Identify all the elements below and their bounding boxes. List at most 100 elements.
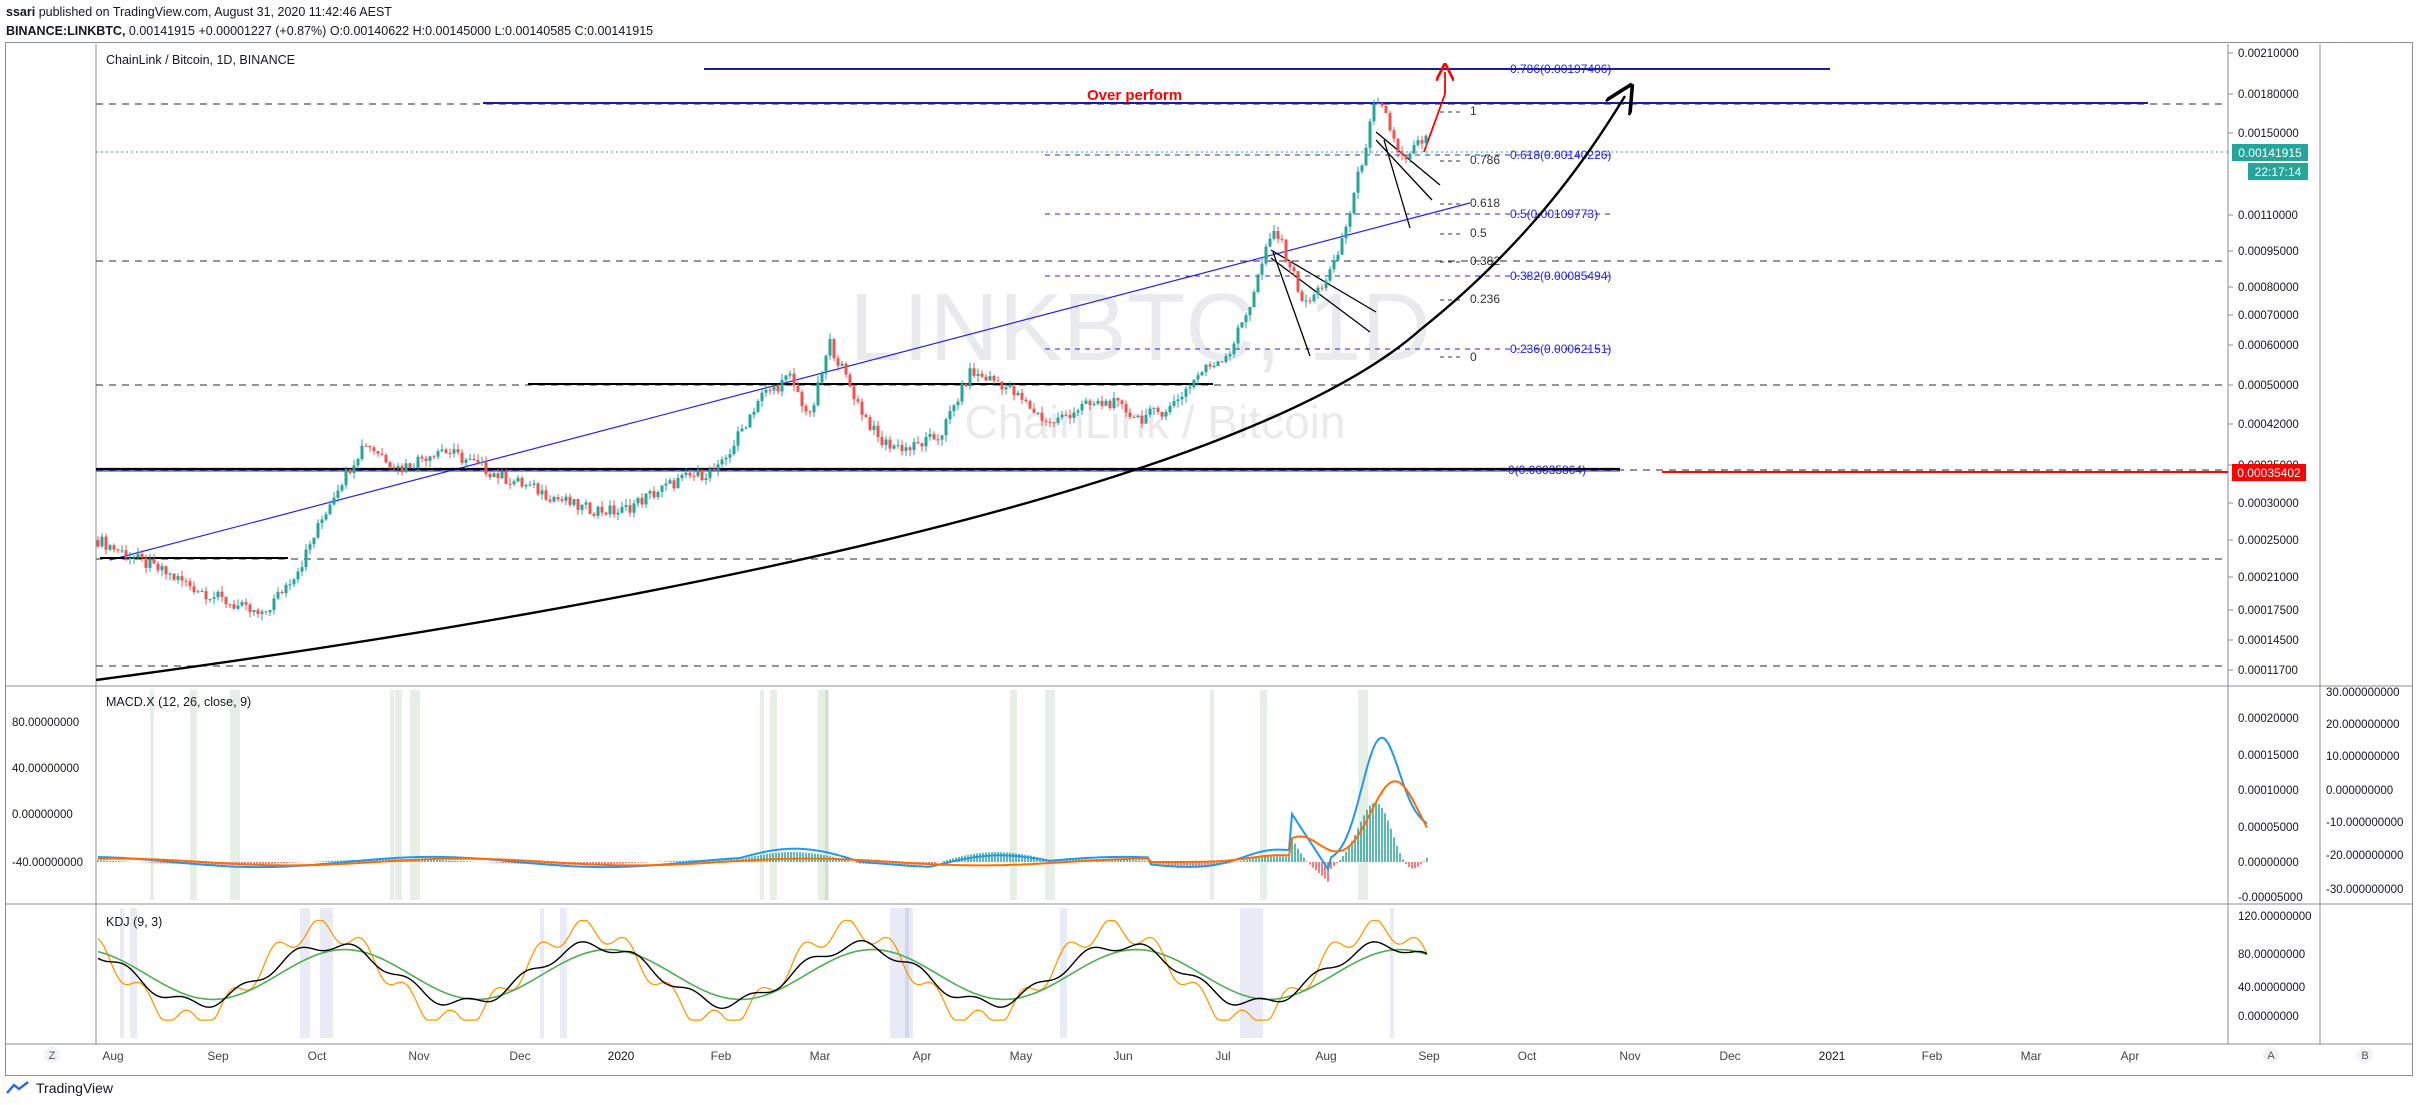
candle-body: [304, 549, 308, 568]
candle-body: [1360, 165, 1364, 172]
price-tick-label: 0.00070000: [2238, 310, 2299, 322]
candle-body: [1024, 399, 1028, 402]
candle-body: [168, 573, 172, 575]
candle-body: [112, 545, 116, 550]
candle-body: [352, 465, 356, 473]
kdj-bar-highlight: [1240, 908, 1250, 1038]
candle-body: [1056, 417, 1060, 424]
macd-left-axis: 80.00000000 40.00000000 0.00000000 -40.0000…: [12, 717, 83, 869]
over-perform-arrow[interactable]: [1423, 72, 1445, 153]
candle-body: [1136, 415, 1140, 418]
candle-body: [196, 591, 200, 593]
candle-body: [176, 576, 180, 580]
candle-body: [936, 439, 940, 441]
candle-body: [312, 537, 316, 545]
candle-body: [712, 468, 716, 471]
candle-body: [872, 425, 876, 430]
candle-body: [1200, 372, 1204, 376]
candle-body: [1132, 416, 1136, 418]
candle-body: [344, 469, 348, 486]
candle-body: [408, 463, 412, 468]
candle-body: [964, 383, 968, 387]
publisher-name[interactable]: ssari: [6, 5, 36, 19]
candle-body: [1064, 414, 1068, 416]
candle-body: [976, 373, 980, 376]
candle-body: [1300, 291, 1304, 302]
kdj-title: KDJ (9, 3): [106, 915, 162, 929]
macd-bar-highlight: [1010, 690, 1017, 900]
auto-scale-button[interactable]: [2263, 1047, 2279, 1063]
candle-body: [944, 419, 948, 436]
candle-body: [816, 382, 820, 406]
candle-body: [1228, 354, 1232, 357]
candle-body: [676, 477, 680, 489]
candle-body: [832, 339, 836, 359]
price-tick-label: 0.00025000: [2238, 535, 2299, 547]
time-label: Mar: [810, 1049, 831, 1063]
b-button[interactable]: [2357, 1047, 2373, 1063]
price-change: +0.00001227 (+0.87%): [198, 24, 327, 38]
candle-body: [1032, 408, 1036, 413]
candle-body: [664, 483, 668, 486]
candle-body: [920, 443, 924, 447]
candle-body: [1124, 403, 1128, 413]
candle-body: [1412, 144, 1416, 154]
candle-body: [1352, 192, 1356, 214]
candle-body: [584, 502, 588, 505]
candle-body: [528, 484, 532, 486]
time-label: Oct: [308, 1049, 327, 1063]
candle-body: [1096, 400, 1100, 404]
macd-bar-highlight: [190, 690, 197, 900]
time-axis[interactable]: Aug Sep Oct Nov Dec 2020 Feb Mar Apr May Jun Jul Aug…: [102, 1049, 2139, 1063]
price-tick-label: 0.00017500: [2238, 605, 2299, 617]
macd-bar-highlight: [1358, 690, 1368, 900]
candle-body: [1272, 230, 1276, 239]
tradingview-logo-icon: [6, 1081, 29, 1094]
macd-bar-highlight: [1045, 690, 1055, 900]
zoom-button[interactable]: [44, 1047, 60, 1063]
candle-body: [1284, 239, 1288, 262]
candle-body: [464, 459, 468, 463]
candle-body: [800, 392, 804, 407]
candle-body: [740, 428, 744, 432]
candle-body: [424, 458, 428, 461]
time-label: Nov: [1619, 1049, 1640, 1063]
candle-body: [1108, 400, 1112, 408]
candle-body: [808, 411, 812, 413]
candle-body: [1112, 398, 1116, 408]
macd-bar-highlight: [230, 690, 240, 900]
candle-body: [1380, 103, 1384, 106]
macd-highlights: [150, 690, 1368, 900]
candle-body: [140, 553, 144, 558]
price-axis[interactable]: 0.00210000 0.00180000 0.00150000 0.00110000…: [2228, 48, 2299, 677]
candle-body: [916, 442, 920, 444]
blue-trendline[interactable]: [109, 202, 1471, 561]
candle-body: [856, 399, 860, 402]
candle-body: [244, 602, 248, 605]
kdj-tick: 0.00000000: [2238, 1011, 2299, 1023]
candle-body: [1088, 400, 1092, 406]
price-tick-label: 0.00021000: [2238, 572, 2299, 584]
candle-body: [392, 467, 396, 469]
candle-body: [1040, 412, 1044, 421]
candle-body: [520, 477, 524, 487]
candle-body: [200, 591, 204, 593]
parabolic-curve[interactable]: [95, 96, 1625, 682]
candle-body: [1408, 153, 1412, 160]
candle-body: [456, 449, 460, 453]
brand-name[interactable]: TradingView: [36, 1080, 114, 1096]
candle-body: [488, 473, 492, 478]
candle-body: [204, 591, 208, 600]
countdown-tag-label: 22:17:14: [2255, 165, 2302, 179]
time-label: Aug: [1315, 1049, 1336, 1063]
b-button-label: B: [2361, 1050, 2368, 1062]
candle-body: [1292, 267, 1296, 272]
time-label: Jul: [1215, 1049, 1230, 1063]
candle-body: [296, 571, 300, 580]
kdj-tick: 80.00000000: [2238, 949, 2305, 961]
macd-right-tick: -30.000000000: [2326, 884, 2403, 896]
candle-body: [228, 604, 232, 606]
candle-body: [860, 401, 864, 415]
time-label: 2020: [608, 1049, 635, 1063]
